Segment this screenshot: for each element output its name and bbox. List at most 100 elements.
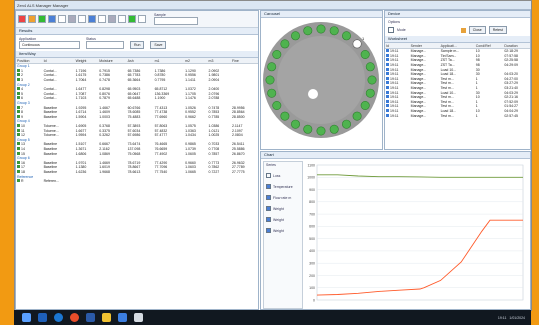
y-tick-label: 100 (309, 286, 315, 290)
sample-status-icon (17, 165, 20, 168)
application-select[interactable]: Continuous (19, 41, 80, 49)
export-icon[interactable] (118, 15, 126, 23)
save-icon[interactable] (58, 15, 66, 23)
chart-icon[interactable] (88, 15, 96, 23)
sample-status-icon (17, 147, 20, 150)
app-titlebar: Zen4 ALS Manager Manager (15, 1, 531, 10)
warning-icon (461, 28, 466, 33)
open-icon[interactable] (48, 15, 56, 23)
log-status-icon (386, 91, 389, 94)
sample-position (304, 125, 312, 133)
worksheet-cell: 02:57:45 (503, 113, 530, 118)
legend-item[interactable]: Weight (264, 227, 302, 234)
mode-checkbox[interactable] (388, 27, 394, 33)
sample-position (317, 127, 325, 135)
help-icon[interactable] (138, 15, 146, 23)
graph-panel: Chart Series Loss Temperature Flow rate mW… (260, 151, 531, 310)
legend-item[interactable]: Temperature (264, 183, 302, 190)
stop-icon[interactable] (18, 15, 26, 23)
sample-selector: Sample (154, 13, 198, 25)
print-icon[interactable] (68, 15, 76, 23)
word-icon[interactable] (86, 313, 95, 322)
legend-checkbox[interactable] (266, 228, 271, 233)
sample-status-icon (17, 179, 20, 182)
legend-label: Temperature (273, 185, 293, 189)
close-button[interactable]: Close (469, 26, 486, 34)
retest-button[interactable]: Retest (489, 26, 507, 34)
device-header: Device (385, 11, 530, 18)
legend-item[interactable]: Loss (264, 172, 302, 179)
y-tick-label: 800 (309, 200, 315, 204)
sample-status-icon (17, 170, 20, 173)
log-status-icon (386, 114, 389, 117)
carousel-panel: Carousel 1 (260, 10, 383, 150)
log-status-icon (386, 77, 389, 80)
chrome-icon[interactable] (70, 313, 79, 322)
carousel-header: Carousel (261, 11, 382, 18)
save-button[interactable]: Save (150, 41, 166, 49)
legend-checkbox[interactable] (266, 195, 271, 200)
log-status-icon (386, 100, 389, 103)
start-icon[interactable] (22, 313, 31, 322)
legend-checkbox[interactable] (266, 206, 271, 211)
sample-position (366, 89, 374, 97)
sample-position (281, 112, 289, 120)
sample-status-icon (17, 92, 20, 95)
run-button[interactable]: Run (130, 41, 144, 49)
legend-checkbox[interactable] (266, 173, 271, 178)
legend-label: Weight (273, 218, 284, 222)
legend-checkbox[interactable] (266, 217, 271, 222)
refresh-icon[interactable] (128, 15, 136, 23)
mode-label: Mode (397, 28, 406, 32)
browser-icon[interactable] (54, 313, 63, 322)
y-tick-label: 900 (309, 188, 315, 192)
sample-status-icon (17, 133, 20, 136)
log-status-icon (386, 58, 389, 61)
y-tick-label: 500 (309, 237, 315, 241)
settings-icon[interactable] (78, 15, 86, 23)
y-tick-label: 700 (309, 212, 315, 216)
log-status-icon (386, 63, 389, 66)
status-select[interactable] (86, 41, 124, 49)
sample-status-icon (17, 110, 20, 113)
device-panel: Device Options Mode Close Retest Workshe… (384, 10, 531, 150)
sample-status-icon (17, 96, 20, 99)
sample-position (361, 50, 369, 58)
pause-icon[interactable] (28, 15, 36, 23)
results-list-header: Item/Way (16, 51, 258, 58)
settings-taskbar-icon[interactable] (134, 313, 143, 322)
table-row[interactable]: R Referen... (16, 179, 258, 184)
legend-item[interactable]: Flow rate m (264, 194, 302, 201)
filter-icon[interactable] (108, 15, 116, 23)
list-item[interactable]: 19:11 Manage... Test m... 1 02:57:45 (385, 113, 530, 118)
app-window: Zen4 ALS Manager Manager Sample Results (14, 0, 532, 311)
results-table: Position Id Weight Moisture Ash m1 m2 m3 Fine Gr… (16, 58, 258, 183)
worksheet-header: Worksheet (385, 36, 530, 43)
legend-checkbox[interactable] (266, 184, 271, 189)
y-tick-label: 1100 (307, 163, 315, 167)
legend-item[interactable]: Weight (264, 216, 302, 223)
sample-input[interactable] (154, 17, 198, 25)
sample-position (268, 63, 276, 71)
sample-position (281, 40, 289, 48)
sample-status-icon (17, 124, 20, 127)
sample-position (342, 120, 350, 128)
log-status-icon (386, 104, 389, 107)
sample-status-icon (17, 73, 20, 76)
sample-position (353, 40, 361, 48)
worksheet-cell: 19:11 (385, 113, 410, 118)
results-panel: Sample Results Application Continuous St… (15, 10, 259, 310)
log-status-icon (386, 72, 389, 75)
play-icon[interactable] (38, 15, 46, 23)
taskbar: 19:11 1/01/2024 (14, 310, 531, 325)
y-tick-label: 0 (313, 298, 315, 302)
folder-icon[interactable] (102, 313, 111, 322)
y-tick-label: 200 (309, 274, 315, 278)
y-tick-label: 300 (309, 261, 315, 265)
legend-item[interactable]: Weight (264, 205, 302, 212)
sample-status-icon (17, 152, 20, 155)
app-icon[interactable] (118, 313, 127, 322)
table-icon[interactable] (98, 15, 106, 23)
task-view-icon[interactable] (38, 313, 47, 322)
tray-time: 19:11 (498, 316, 507, 320)
